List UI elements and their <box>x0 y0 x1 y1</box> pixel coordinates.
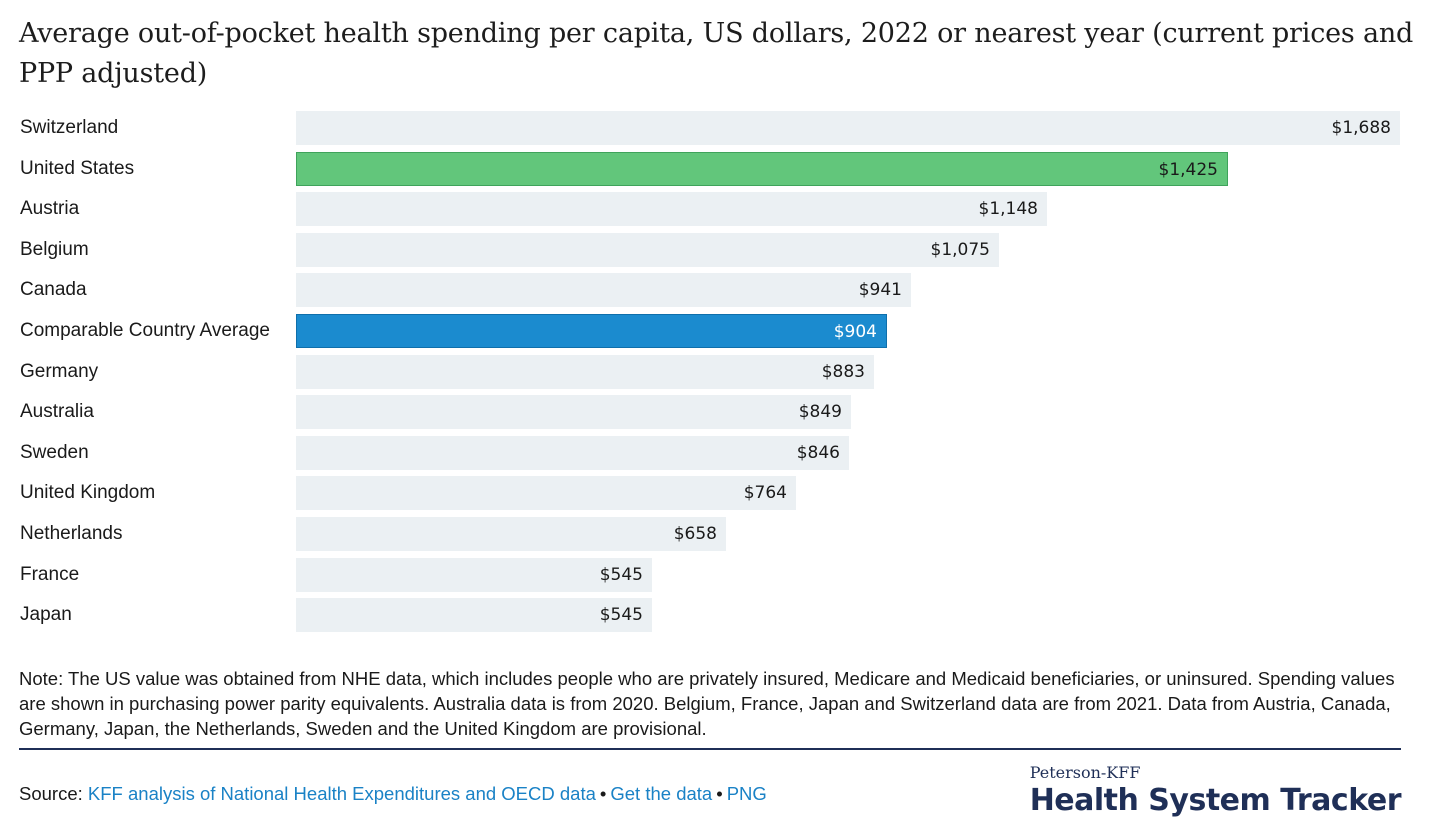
bar[interactable]: $846 <box>296 436 849 470</box>
bar[interactable]: $545 <box>296 598 652 632</box>
chart-row: Sweden $846 <box>0 436 1456 470</box>
category-label: United States <box>20 158 135 179</box>
bar[interactable]: $658 <box>296 517 726 551</box>
bar[interactable]: $764 <box>296 476 796 510</box>
value-label: $1,075 <box>930 240 990 260</box>
source-link-analysis[interactable]: KFF analysis of National Health Expendit… <box>87 783 596 804</box>
bar[interactable]: $849 <box>296 395 851 429</box>
value-label: $1,425 <box>1158 160 1218 180</box>
category-label: Australia <box>20 401 94 422</box>
value-label: $904 <box>833 322 877 342</box>
chart-row: Austria $1,148 <box>0 192 1456 226</box>
png-link[interactable]: PNG <box>726 783 767 804</box>
source-label: Source: <box>19 783 83 804</box>
bar[interactable]: $883 <box>296 355 874 389</box>
chart-row: Canada $941 <box>0 273 1456 307</box>
brand-logo-top: Peterson-KFF <box>1029 763 1141 782</box>
source-line: Source: KFF analysis of National Health … <box>19 781 767 807</box>
value-label: $941 <box>858 280 902 300</box>
chart-row: Australia $849 <box>0 395 1456 429</box>
chart-row: Belgium $1,075 <box>0 233 1456 267</box>
value-label: $1,688 <box>1331 118 1391 138</box>
chart-row: France $545 <box>0 558 1456 592</box>
bar[interactable]: $904 <box>296 314 887 348</box>
chart-row: Netherlands $658 <box>0 517 1456 551</box>
chart-title: Average out-of-pocket health spending pe… <box>19 18 1414 89</box>
chart-row: Switzerland $1,688 <box>0 111 1456 145</box>
category-label: Austria <box>20 198 80 219</box>
category-label: Switzerland <box>20 117 119 138</box>
bar[interactable]: $1,425 <box>296 152 1228 186</box>
chart-row: United Kingdom $764 <box>0 476 1456 510</box>
category-label: United Kingdom <box>20 482 156 503</box>
chart-row: United States $1,425 <box>0 152 1456 186</box>
footer-divider <box>19 748 1401 750</box>
value-label: $1,148 <box>978 199 1038 219</box>
value-label: $764 <box>743 483 787 503</box>
chart-note: Note: The US value was obtained from NHE… <box>19 668 1395 739</box>
category-label: Sweden <box>20 442 89 463</box>
bar[interactable]: $1,075 <box>296 233 999 267</box>
category-label: Netherlands <box>20 523 123 544</box>
value-label: $883 <box>821 362 865 382</box>
value-label: $545 <box>599 565 643 585</box>
bar[interactable]: $545 <box>296 558 652 592</box>
chart-row: Comparable Country Average $904 <box>0 314 1456 348</box>
bar-chart: Switzerland $1,688 United States $1,425 Aust… <box>0 111 1456 636</box>
bar[interactable]: $941 <box>296 273 911 307</box>
bar[interactable]: $1,148 <box>296 192 1047 226</box>
get-the-data-link[interactable]: Get the data <box>610 783 713 804</box>
brand-logo-main: Health System Tracker <box>1029 783 1402 818</box>
category-label: Japan <box>20 604 72 625</box>
category-label: Canada <box>20 279 87 300</box>
value-label: $849 <box>798 402 842 422</box>
separator-dot: • <box>599 783 607 804</box>
brand-logo[interactable]: Peterson-KFF Health System Tracker <box>1029 763 1402 819</box>
chart-row: Japan $545 <box>0 598 1456 632</box>
category-label: France <box>20 564 80 585</box>
category-label: Comparable Country Average <box>20 320 270 341</box>
value-label: $846 <box>796 443 840 463</box>
separator-dot: • <box>716 783 723 804</box>
value-label: $658 <box>673 524 717 544</box>
bar[interactable]: $1,688 <box>296 111 1400 145</box>
chart-row: Germany $883 <box>0 355 1456 389</box>
value-label: $545 <box>599 605 643 625</box>
category-label: Germany <box>20 361 99 382</box>
category-label: Belgium <box>20 239 89 260</box>
